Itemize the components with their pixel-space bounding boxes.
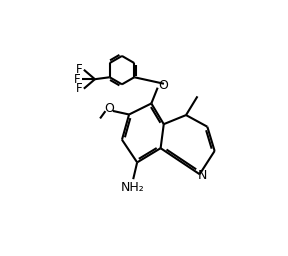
Text: F: F (74, 73, 80, 86)
Text: F: F (76, 82, 82, 95)
Text: O: O (158, 79, 168, 92)
Text: N: N (198, 169, 207, 182)
Text: F: F (76, 63, 82, 76)
Text: O: O (104, 102, 114, 115)
Text: NH₂: NH₂ (120, 181, 144, 194)
